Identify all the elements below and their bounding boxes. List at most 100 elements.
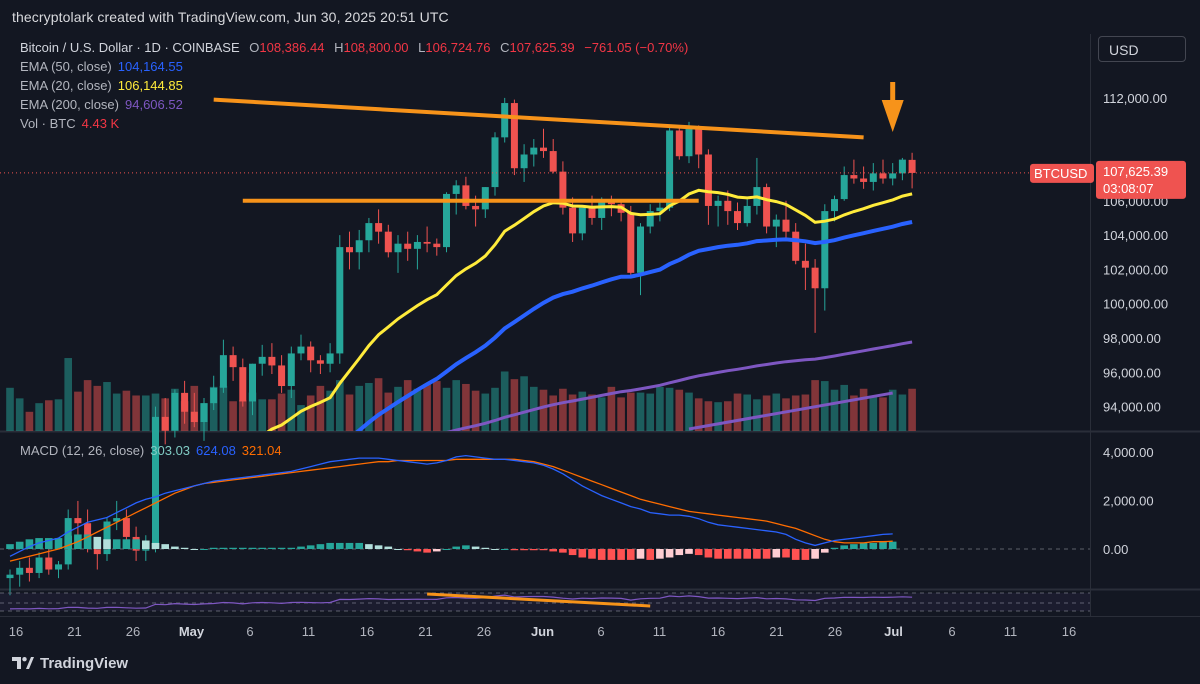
macd-histogram-bar <box>821 549 829 553</box>
macd-histogram-bar <box>850 544 858 549</box>
volume-bar <box>627 392 635 431</box>
macd-histogram-bar <box>520 549 528 551</box>
volume-bar <box>549 395 557 431</box>
macd-histogram-bar <box>423 549 431 553</box>
candle-body <box>423 241 431 244</box>
macd-histogram-bar <box>675 549 684 556</box>
macd-histogram-bar <box>258 547 266 549</box>
macd-histogram-bar <box>510 549 519 551</box>
price-tick-label: 94,000.00 <box>1103 400 1161 415</box>
price-tick-label: 98,000.00 <box>1103 331 1161 346</box>
volume-bar <box>403 380 412 431</box>
candle-body <box>326 353 334 364</box>
down-arrow-head <box>881 100 904 132</box>
candle-body <box>637 226 644 273</box>
time-tick-label: Jul <box>884 624 903 639</box>
ema50-value: 104,164.55 <box>117 59 183 74</box>
macd-histogram-bar <box>539 549 548 551</box>
currency-button[interactable]: USD <box>1098 36 1186 62</box>
page-header: thecryptolark created with TradingView.c… <box>0 0 1200 34</box>
macd-histogram-bar <box>665 549 674 558</box>
time-tick-label: 26 <box>828 624 842 639</box>
macd-histogram-bar <box>840 545 848 549</box>
candle <box>35 552 43 579</box>
macd-histogram-bar <box>25 539 34 549</box>
time-tick-label: 6 <box>597 624 604 639</box>
candle-body <box>443 193 450 248</box>
candle-body <box>336 247 344 354</box>
candle-body <box>355 240 363 253</box>
macd-histogram-bar <box>384 546 393 549</box>
volume-bar <box>219 385 228 431</box>
candle <box>549 139 557 174</box>
macd-histogram-bar <box>112 539 121 549</box>
volume-bar <box>636 392 645 431</box>
candle <box>297 334 305 361</box>
volume-bar <box>762 395 771 431</box>
volume-bar <box>500 371 509 431</box>
macd-histogram-bar <box>636 549 645 559</box>
macd-histogram-bar <box>142 540 150 549</box>
time-tick-label: 16 <box>1062 624 1076 639</box>
price-tick-label: 96,000.00 <box>1103 365 1161 380</box>
volume-bar <box>277 393 286 431</box>
macd-histogram-bar <box>268 547 276 549</box>
candle-body <box>171 392 179 431</box>
price-tag-box <box>1096 160 1186 199</box>
macd-histogram-bar <box>374 545 383 549</box>
volume-bar <box>850 395 858 431</box>
macd-histogram-bar <box>365 544 373 549</box>
ema20-label: EMA (20, close) <box>20 78 112 93</box>
macd-histogram-bar <box>481 547 490 549</box>
candle <box>258 344 266 376</box>
price-tag-countdown: 03:08:07 <box>1103 181 1154 196</box>
candle <box>25 557 33 582</box>
tradingview-logo-icon <box>12 656 34 673</box>
macd-histogram-bar <box>326 542 334 549</box>
volume-bar <box>229 401 237 431</box>
volume-bar <box>733 393 742 431</box>
volume-bar <box>782 398 790 431</box>
volume-bar <box>675 389 684 431</box>
macd-histogram-bar <box>229 547 237 549</box>
macd-histogram-bar <box>500 549 509 550</box>
candle-body <box>801 260 809 268</box>
mini-pane-band <box>0 593 1090 611</box>
candlestick-chart[interactable]: 94,000.00 96,000.00 98,000.00 100,000.00 102… <box>0 34 1200 650</box>
volume-bar <box>287 389 296 431</box>
volume-bar <box>704 401 713 431</box>
ema20-line <box>266 188 913 431</box>
time-tick-label: 11 <box>302 624 316 639</box>
candle <box>190 392 198 428</box>
volume-bar <box>83 380 92 431</box>
volume-bar <box>132 395 140 431</box>
macd-tick-label: 4,000.00 <box>1103 445 1154 460</box>
volume-bar <box>830 389 839 431</box>
macd-histogram-bar <box>762 549 771 559</box>
candle-body <box>792 231 800 261</box>
candle <box>278 355 286 393</box>
ema-lines <box>266 188 913 431</box>
candle <box>675 127 683 160</box>
volume-bar <box>753 399 761 431</box>
candle-body <box>578 207 586 234</box>
macd-histogram-bar <box>491 549 499 550</box>
volume-bar <box>685 392 693 431</box>
candle-body <box>656 207 664 212</box>
ohlc-h-label: H <box>334 40 344 55</box>
candle <box>210 375 218 411</box>
candle-body <box>103 521 111 555</box>
volume-trend-line <box>688 391 893 431</box>
macd-histogram-bar <box>733 549 742 559</box>
candle-body <box>646 211 654 227</box>
macd-histogram-bar <box>811 549 819 559</box>
candle-body <box>734 211 741 224</box>
candle-body <box>346 247 353 253</box>
candle <box>578 207 586 241</box>
macd-histogram-bar <box>433 549 441 552</box>
candle-body <box>152 416 159 544</box>
candle-body <box>404 243 412 249</box>
volume-bar <box>45 400 53 431</box>
candle <box>501 97 509 143</box>
volume-bar <box>568 394 577 431</box>
